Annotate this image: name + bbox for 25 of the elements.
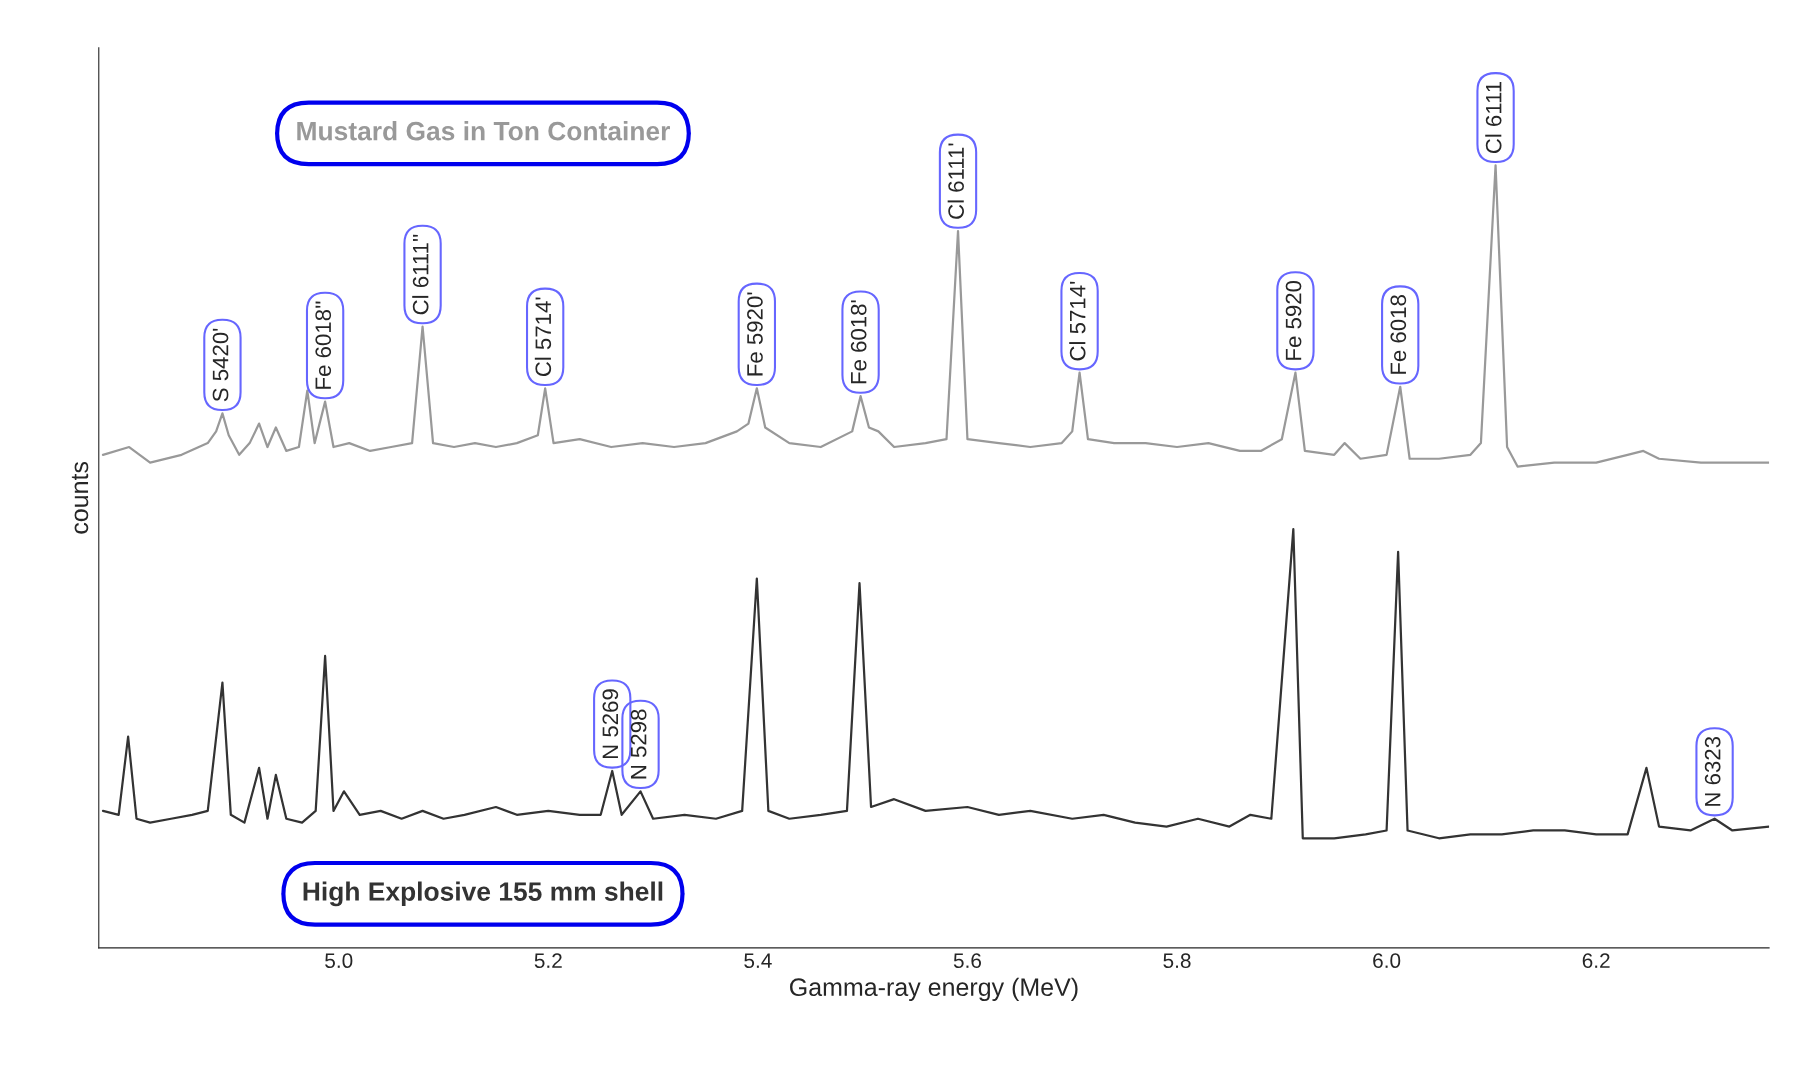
x-tick-label: 5.0: [325, 953, 353, 969]
annotation: Fe 6018: [1390, 295, 1407, 374]
annotation: Fe 6018'': [315, 301, 332, 389]
annotation: S 5420': [212, 328, 229, 402]
annotation: Fe 6018': [850, 300, 867, 384]
x-tick-label: 5.4: [744, 953, 772, 969]
x-tick-label: 6.0: [1373, 953, 1401, 969]
annotation: Cl 6111': [947, 143, 964, 219]
annotation: Cl 5714': [534, 297, 552, 377]
x-axis-title: Gamma-ray energy (MeV): [790, 977, 1078, 1001]
annotation: Fe 5920: [1285, 280, 1302, 360]
annotation: Cl 6111: [1485, 81, 1502, 154]
text: Mustard Gas in Ton Container: [297, 121, 670, 141]
x-tick-label: 6.2: [1582, 953, 1610, 969]
x-tick-label: 5.2: [534, 953, 562, 969]
annotation: N 5298: [630, 709, 647, 779]
annotation: Cl 5714': [1069, 281, 1086, 361]
annotation: Fe 5920': [747, 292, 763, 376]
annotation: N 6323: [1704, 736, 1721, 806]
x-tick-label: 5.8: [1163, 953, 1191, 969]
annotation: Cl 6111'': [412, 234, 429, 315]
annotation: N 5269: [602, 689, 619, 759]
text: High Explosive 155 mm shell: [303, 881, 663, 907]
y-axis-title: counts: [71, 461, 89, 534]
x-tick-label: 5.6: [953, 953, 982, 969]
